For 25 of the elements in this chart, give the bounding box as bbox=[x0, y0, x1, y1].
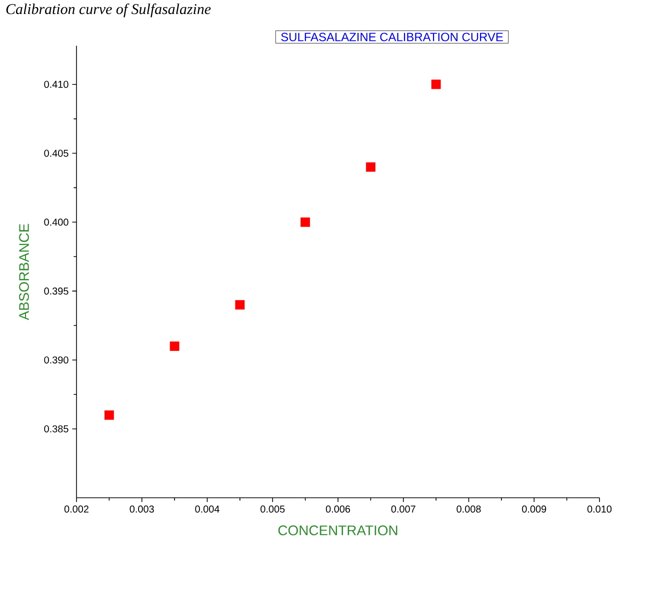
x-tick-label: 0.009 bbox=[522, 506, 546, 513]
x-tick-label: 0.002 bbox=[64, 506, 88, 513]
x-tick-label: 0.008 bbox=[456, 506, 481, 513]
y-tick-label: 0.410 bbox=[44, 80, 68, 88]
point bbox=[300, 217, 310, 227]
point bbox=[104, 410, 114, 420]
x-tick-label: 0.006 bbox=[326, 506, 350, 513]
point bbox=[235, 300, 245, 310]
y-tick-label: 0.405 bbox=[44, 150, 68, 157]
x-tick-label: 0.003 bbox=[130, 506, 154, 513]
point bbox=[431, 80, 441, 90]
x-tick-label: 0.010 bbox=[587, 506, 612, 513]
x-tick-label: 0.007 bbox=[391, 506, 416, 513]
x-tick-label: 0.004 bbox=[195, 506, 220, 513]
x-tick-label: 0.005 bbox=[260, 506, 285, 513]
text: Calibration curve of Sulfasalazine bbox=[6, 4, 211, 18]
point bbox=[366, 162, 376, 172]
y-tick-label: 0.400 bbox=[44, 218, 68, 226]
y-tick-label: 0.390 bbox=[44, 356, 68, 364]
chart-title: SULFASALAZINE CALIBRATION CURVE bbox=[281, 32, 503, 42]
y-tick-label: 0.385 bbox=[44, 425, 68, 432]
point bbox=[170, 341, 180, 351]
x-axis-title: CONCENTRATION bbox=[278, 525, 398, 536]
y-axis-title: ABSORBANCE bbox=[19, 224, 29, 320]
y-tick-label: 0.395 bbox=[44, 288, 68, 295]
